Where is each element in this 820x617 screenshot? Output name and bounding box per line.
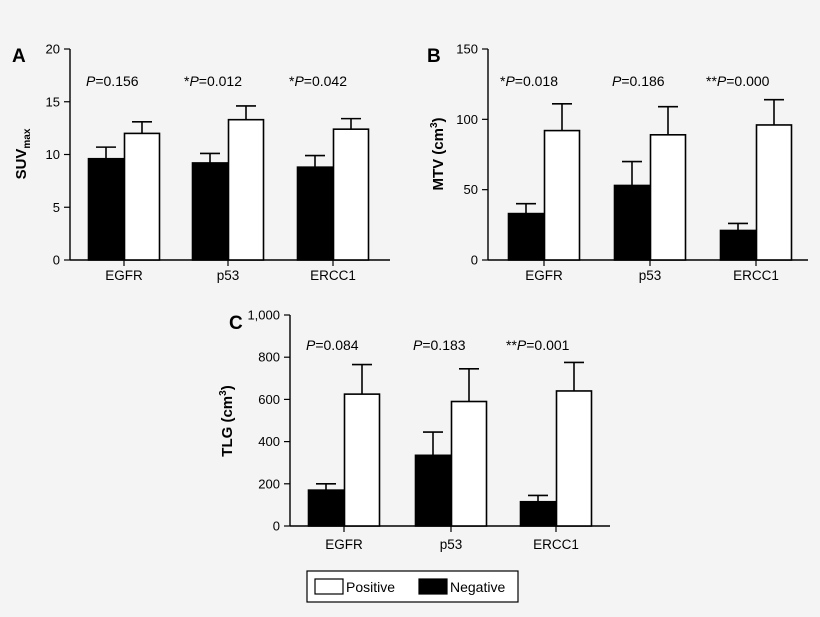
p-value-prefix: * — [184, 73, 190, 89]
y-axis-label-end: ) — [219, 385, 236, 390]
y-axis-label: SUVmax — [13, 128, 33, 179]
p-value-symbol: P — [413, 337, 423, 353]
p-value-annotation: **P=0.001 — [506, 337, 570, 353]
p-value-annotation: *P=0.012 — [184, 73, 242, 89]
panel-a: A05101520SUVmaxEGFRP=0.156p53*P=0.012ERC… — [12, 42, 390, 283]
p-value-symbol: P — [717, 73, 727, 89]
p-value-symbol: P — [517, 337, 527, 353]
y-tick-label: 0 — [471, 253, 478, 268]
p-value-text: =0.042 — [304, 73, 347, 89]
p-value-annotation: P=0.186 — [612, 73, 665, 89]
y-tick-label: 200 — [258, 476, 280, 491]
category-label: p53 — [639, 268, 662, 283]
category-label: p53 — [217, 268, 240, 283]
legend-label-positive: Positive — [346, 579, 395, 595]
y-tick-label: 10 — [46, 147, 60, 162]
legend-label-negative: Negative — [450, 579, 505, 595]
category-label: ERCC1 — [310, 268, 356, 283]
panel-letter: B — [427, 46, 441, 67]
category-label: EGFR — [525, 268, 563, 283]
y-axis-label-main: TLG (cm — [219, 396, 236, 457]
p-value-symbol: P — [505, 73, 515, 89]
y-axis-label: TLG (cm3) — [218, 385, 236, 456]
p-value-annotation: P=0.183 — [413, 337, 466, 353]
p-value-text: =0.084 — [315, 337, 358, 353]
bar-negative — [296, 166, 334, 261]
y-tick-label: 50 — [464, 182, 478, 197]
y-tick-label: 0 — [53, 253, 60, 268]
bar-positive — [332, 128, 370, 261]
bar-positive — [123, 132, 161, 261]
bar-negative — [191, 162, 229, 261]
bar-negative — [87, 157, 125, 261]
category-label: EGFR — [105, 268, 143, 283]
p-value-text: =0.000 — [726, 73, 769, 89]
p-value-symbol: P — [86, 73, 96, 89]
p-value-annotation: *P=0.018 — [500, 73, 558, 89]
y-tick-label: 5 — [53, 200, 60, 215]
bar-positive — [450, 400, 488, 527]
y-tick-label: 100 — [456, 112, 478, 127]
category-label: p53 — [440, 537, 463, 552]
y-tick-label: 600 — [258, 392, 280, 407]
y-axis-label-sup: 3 — [429, 122, 440, 128]
bar-positive — [755, 124, 793, 261]
p-value-text: =0.018 — [515, 73, 558, 89]
bar-negative — [719, 229, 757, 261]
p-value-text: =0.183 — [422, 337, 465, 353]
y-axis-label-main: SUV — [13, 149, 30, 180]
y-tick-label: 20 — [46, 42, 60, 57]
p-value-annotation: P=0.084 — [306, 337, 359, 353]
bar-positive — [555, 390, 593, 527]
bar-positive — [649, 134, 687, 261]
bar-negative — [307, 489, 345, 527]
legend: Positive Negative — [306, 570, 519, 603]
panel-letter: C — [229, 313, 243, 334]
bar-negative — [613, 184, 651, 261]
p-value-text: =0.186 — [621, 73, 664, 89]
y-tick-label: 150 — [456, 42, 478, 57]
p-value-prefix: ** — [506, 337, 517, 353]
p-value-symbol: P — [294, 73, 304, 89]
p-value-annotation: *P=0.042 — [289, 73, 347, 89]
legend-swatch-negative — [418, 578, 448, 595]
y-tick-label: 15 — [46, 94, 60, 109]
p-value-text: =0.012 — [199, 73, 242, 89]
bar-positive — [227, 118, 265, 261]
y-tick-label: 1,000 — [247, 308, 280, 323]
y-axis-label-sub: max — [22, 128, 33, 148]
p-value-symbol: P — [306, 337, 316, 353]
category-label: EGFR — [325, 537, 363, 552]
y-axis-label-main: MTV (cm — [430, 128, 447, 191]
p-value-prefix: ** — [706, 73, 717, 89]
p-value-symbol: P — [189, 73, 199, 89]
panel-letter: A — [12, 46, 26, 67]
y-tick-label: 0 — [273, 519, 280, 534]
y-axis-label: MTV (cm3) — [429, 117, 447, 190]
y-axis-label-end: ) — [430, 117, 447, 122]
y-axis-label-sup: 3 — [218, 390, 229, 396]
p-value-annotation: **P=0.000 — [706, 73, 770, 89]
bar-positive — [343, 393, 381, 527]
bar-positive — [543, 129, 581, 261]
y-tick-label: 400 — [258, 434, 280, 449]
bar-negative — [507, 212, 545, 261]
legend-swatch-positive — [314, 578, 344, 595]
bar-negative — [519, 500, 557, 527]
panels: A05101520SUVmaxEGFRP=0.156p53*P=0.012ERC… — [12, 42, 808, 552]
category-label: ERCC1 — [733, 268, 779, 283]
category-label: ERCC1 — [533, 537, 579, 552]
p-value-prefix: * — [289, 73, 295, 89]
p-value-text: =0.156 — [95, 73, 138, 89]
p-value-symbol: P — [612, 73, 622, 89]
p-value-annotation: P=0.156 — [86, 73, 139, 89]
bar-negative — [414, 454, 452, 527]
p-value-text: =0.001 — [526, 337, 569, 353]
p-value-prefix: * — [500, 73, 506, 89]
y-tick-label: 800 — [258, 350, 280, 365]
